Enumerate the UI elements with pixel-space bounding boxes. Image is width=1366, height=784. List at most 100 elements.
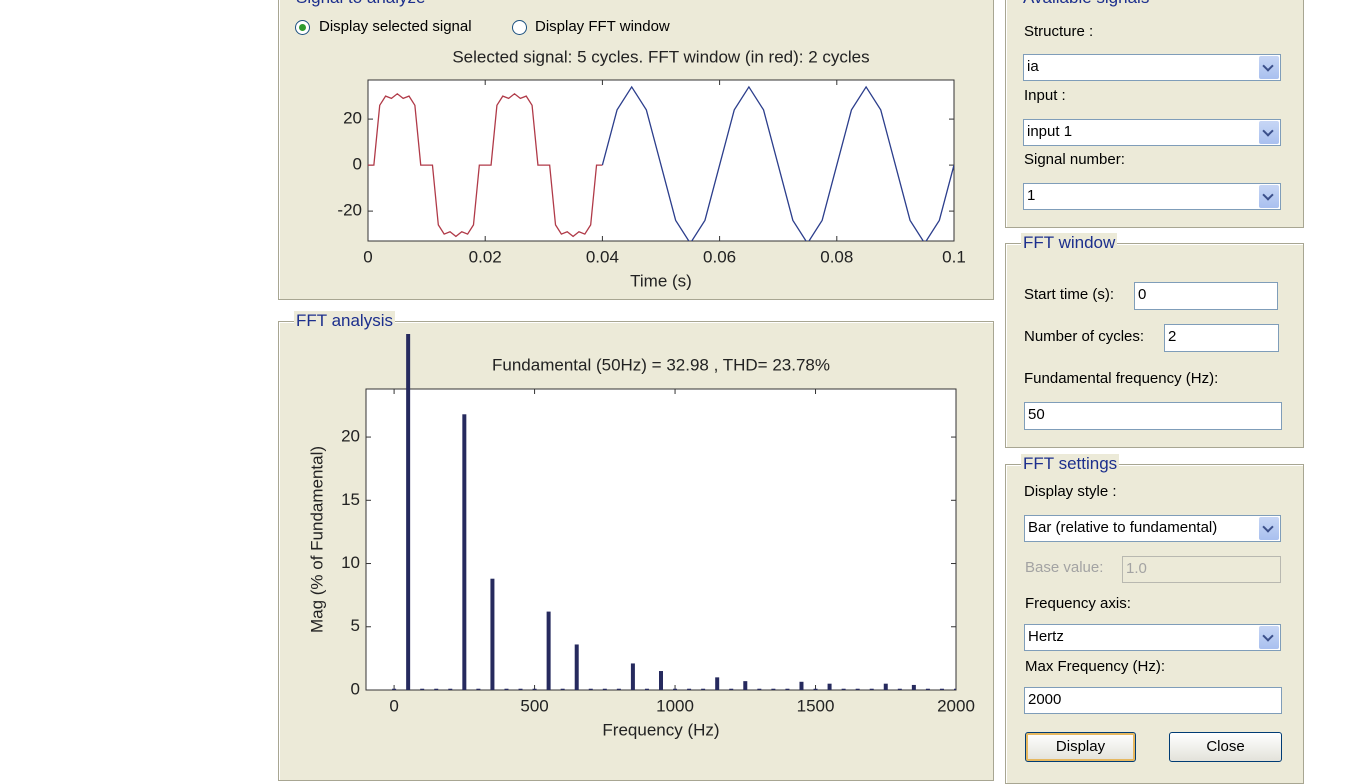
radio-button[interactable] (512, 20, 527, 35)
bar (743, 681, 748, 690)
field-label: Structure : (1024, 23, 1094, 40)
x-tick-label: 0.04 (586, 247, 619, 266)
y-tick-label: 0 (353, 155, 362, 174)
bar (616, 688, 621, 690)
close-button[interactable]: Close (1169, 732, 1282, 762)
field-label: Fundamental frequency (Hz): (1024, 370, 1219, 387)
bar (813, 688, 818, 690)
y-tick-label: 10 (341, 553, 360, 572)
text-input: 1.0 (1122, 556, 1281, 583)
bar (518, 688, 523, 690)
bar (827, 683, 832, 690)
field-label: Display style : (1024, 483, 1117, 500)
bar (462, 414, 467, 690)
dropdown-value: Hertz (1028, 628, 1064, 645)
chart-title: Selected signal: 5 cycles. FFT window (i… (452, 47, 869, 66)
bar (448, 688, 453, 690)
bar (841, 688, 846, 690)
signal-line (368, 92, 603, 238)
x-tick-label: 0.08 (820, 247, 853, 266)
bar (434, 688, 439, 690)
bar (897, 688, 902, 690)
bar (757, 688, 762, 690)
bar (954, 688, 956, 690)
dropdown-value: 1 (1027, 187, 1036, 204)
dropdown-value: Bar (relative to fundamental) (1028, 519, 1218, 536)
bar (911, 684, 916, 690)
x-tick-label: 0.02 (469, 247, 502, 266)
text-input[interactable]: 50 (1024, 402, 1282, 430)
x-axis-label: Time (s) (630, 271, 692, 290)
plot-marks (368, 85, 954, 241)
field-label: Signal number: (1024, 151, 1125, 168)
bar (925, 688, 930, 690)
y-tick-label: 20 (343, 109, 362, 128)
panel-title: FFT analysis (294, 311, 395, 331)
bar (588, 688, 593, 690)
field-label: Input : (1024, 87, 1066, 104)
panel-title: Available signals (1021, 0, 1152, 8)
field-label: Start time (s): (1024, 286, 1115, 303)
x-tick-label: 0 (363, 247, 372, 266)
bar (420, 688, 425, 690)
display-button[interactable]: Display (1025, 732, 1136, 762)
x-tick-label: 0 (389, 696, 398, 715)
y-tick-label: 0 (351, 679, 360, 698)
bar (659, 671, 663, 690)
bar (883, 683, 888, 690)
y-tick-label: 20 (341, 427, 360, 446)
plot-area (365, 388, 957, 691)
bar (490, 578, 495, 690)
bar (785, 688, 790, 690)
bar (799, 681, 804, 690)
bar (560, 688, 565, 690)
plot-marks (392, 334, 956, 690)
y-tick-label: 5 (351, 616, 360, 635)
x-tick-label: 1500 (797, 696, 835, 715)
x-tick-label: 1000 (656, 696, 694, 715)
bar (546, 611, 551, 690)
dropdown[interactable]: Bar (relative to fundamental) (1024, 515, 1281, 542)
x-tick-label: 500 (520, 696, 548, 715)
bar (532, 688, 537, 690)
charts: Selected signal: 5 cycles. FFT window (i… (307, 47, 975, 739)
bar (504, 688, 509, 690)
field-label: Max Frequency (Hz): (1025, 658, 1166, 675)
field-label: Base value: (1025, 559, 1104, 576)
dropdown-value: input 1 (1027, 123, 1073, 140)
text-input[interactable]: 2 (1164, 324, 1279, 352)
field-label: Frequency axis: (1025, 595, 1131, 612)
panel-title: FFT settings (1021, 454, 1120, 474)
panel-title: Signal to analyze (294, 0, 428, 8)
x-tick-label: 2000 (937, 696, 975, 715)
panel-title: FFT window (1021, 233, 1118, 253)
text-input[interactable]: 2000 (1024, 687, 1282, 714)
bar (687, 688, 692, 690)
dropdown[interactable]: ia (1023, 54, 1281, 81)
bar (673, 688, 678, 690)
radio-label[interactable]: Display FFT window (535, 18, 670, 35)
bar (406, 334, 411, 690)
bar (939, 688, 944, 690)
bar (869, 688, 874, 690)
bar (715, 677, 720, 690)
bar (855, 688, 860, 690)
dropdown[interactable]: 1 (1023, 183, 1281, 210)
x-tick-label: 0.06 (703, 247, 736, 266)
bar (729, 688, 734, 690)
bar (574, 644, 579, 690)
x-axis-label: Frequency (Hz) (602, 720, 719, 739)
field-label: Number of cycles: (1024, 328, 1145, 345)
page: Signal to analyze Display selected signa… (0, 0, 1366, 768)
signal-line (601, 85, 954, 241)
y-tick-label: -20 (337, 201, 362, 220)
radio-button[interactable] (295, 20, 310, 35)
bar (701, 688, 706, 690)
bar (602, 688, 607, 690)
dropdown-value: ia (1027, 58, 1039, 75)
text-input[interactable]: 0 (1134, 282, 1278, 310)
bar (476, 688, 481, 690)
radio-label[interactable]: Display selected signal (319, 18, 472, 35)
dropdown[interactable]: input 1 (1023, 119, 1281, 146)
dropdown[interactable]: Hertz (1024, 624, 1281, 651)
